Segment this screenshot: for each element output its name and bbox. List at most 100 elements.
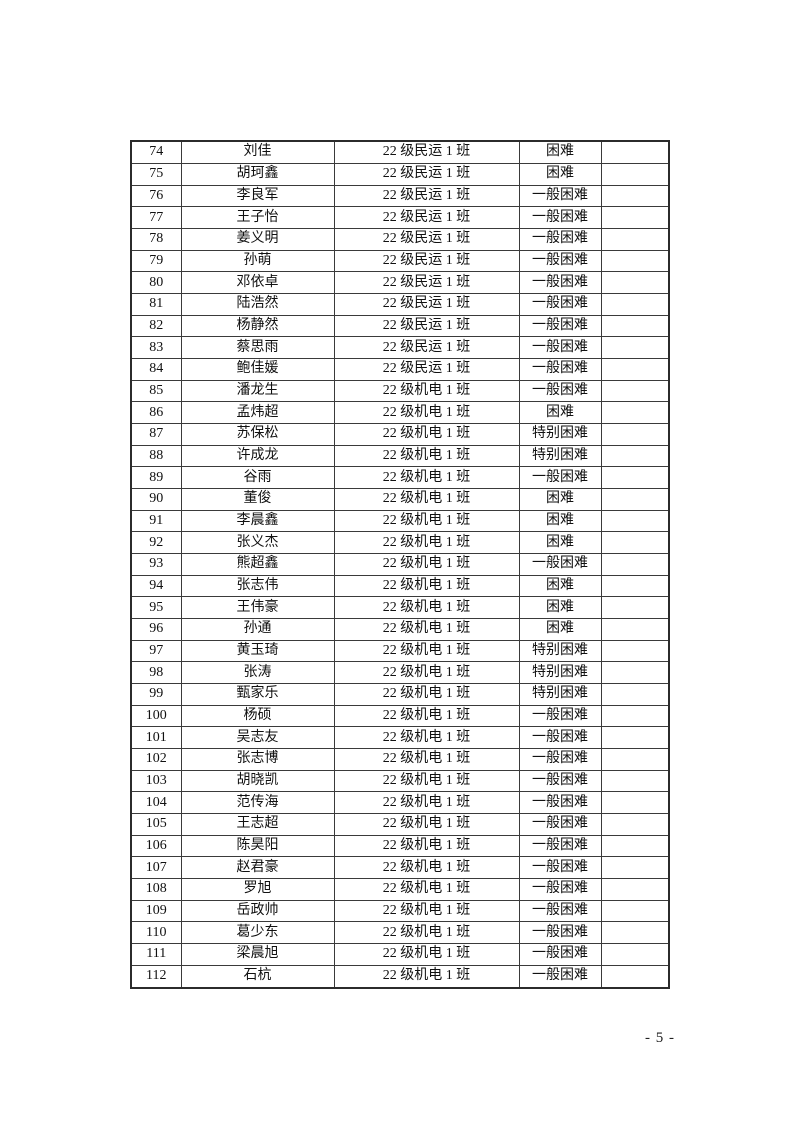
cell-row-number: 90 [130,487,182,511]
cell-student-name: 葛少东 [180,921,335,945]
table-row: 93 熊超鑫 22 级机电 1 班 一般困难 [130,552,670,576]
cell-remark-empty [600,140,670,164]
cell-class-name: 22 级机电 1 班 [333,683,520,706]
table-row: 78 姜义明 22 级民运 1 班 一般困难 [130,227,670,251]
table-row: 111 梁晨旭 22 级机电 1 班 一般困难 [130,943,670,966]
cell-class-name: 22 级机电 1 班 [333,487,520,511]
cell-student-name: 张涛 [180,661,335,685]
cell-class-name: 22 级机电 1 班 [333,618,520,641]
cell-row-number: 89 [130,466,182,489]
table-row: 79 孙萌 22 级民运 1 班 一般困难 [130,249,670,273]
cell-student-name: 杨硕 [180,704,335,728]
cell-difficulty-level: 一般困难 [518,921,602,945]
student-table-body: 74 刘佳 22 级民运 1 班 困难 75 胡珂鑫 22 级民运 1 班 困难… [130,140,670,989]
table-row: 103 胡晓凯 22 级机电 1 班 一般困难 [130,769,670,793]
cell-student-name: 张义杰 [180,531,335,554]
cell-difficulty-level: 一般困难 [518,292,602,316]
cell-student-name: 甄家乐 [180,683,335,706]
cell-remark-empty [600,574,670,598]
cell-class-name: 22 级机电 1 班 [333,466,520,489]
cell-class-name: 22 级机电 1 班 [333,726,520,750]
cell-difficulty-level: 一般困难 [518,943,602,966]
cell-student-name: 熊超鑫 [180,552,335,576]
cell-class-name: 22 级民运 1 班 [333,140,520,164]
cell-class-name: 22 级机电 1 班 [333,444,520,468]
cell-class-name: 22 级机电 1 班 [333,791,520,815]
cell-student-name: 罗旭 [180,878,335,901]
cell-remark-empty [600,964,670,989]
cell-remark-empty [600,878,670,901]
table-row: 81 陆浩然 22 级民运 1 班 一般困难 [130,292,670,316]
cell-difficulty-level: 一般困难 [518,834,602,858]
cell-class-name: 22 级机电 1 班 [333,531,520,554]
cell-student-name: 张志博 [180,748,335,771]
cell-class-name: 22 级机电 1 班 [333,639,520,663]
cell-difficulty-level: 一般困难 [518,379,602,403]
cell-row-number: 110 [130,921,182,945]
cell-difficulty-level: 困难 [518,401,602,424]
cell-difficulty-level: 困难 [518,618,602,641]
cell-difficulty-level: 一般困难 [518,184,602,208]
table-row: 98 张涛 22 级机电 1 班 特别困难 [130,661,670,685]
cell-remark-empty [600,184,670,208]
cell-remark-empty [600,813,670,836]
table-row: 104 范传海 22 级机电 1 班 一般困难 [130,791,670,815]
cell-difficulty-level: 一般困难 [518,878,602,901]
cell-row-number: 99 [130,683,182,706]
cell-row-number: 104 [130,791,182,815]
cell-row-number: 98 [130,661,182,685]
cell-class-name: 22 级民运 1 班 [333,227,520,251]
cell-difficulty-level: 困难 [518,531,602,554]
cell-student-name: 谷雨 [180,466,335,489]
cell-class-name: 22 级民运 1 班 [333,206,520,229]
cell-class-name: 22 级机电 1 班 [333,596,520,619]
cell-row-number: 112 [130,964,182,989]
cell-class-name: 22 级机电 1 班 [333,748,520,771]
cell-class-name: 22 级机电 1 班 [333,401,520,424]
cell-row-number: 91 [130,509,182,533]
cell-class-name: 22 级民运 1 班 [333,336,520,359]
cell-difficulty-level: 困难 [518,596,602,619]
cell-class-name: 22 级机电 1 班 [333,834,520,858]
page-number: - 5 - [645,1030,675,1046]
table-row: 76 李良军 22 级民运 1 班 一般困难 [130,184,670,208]
table-row: 87 苏保松 22 级机电 1 班 特别困难 [130,422,670,446]
cell-student-name: 姜义明 [180,227,335,251]
cell-student-name: 李良军 [180,184,335,208]
cell-remark-empty [600,357,670,381]
table-row: 97 黄玉琦 22 级机电 1 班 特别困难 [130,639,670,663]
cell-difficulty-level: 一般困难 [518,357,602,381]
cell-student-name: 孙萌 [180,249,335,273]
cell-difficulty-level: 一般困难 [518,206,602,229]
cell-student-name: 吴志友 [180,726,335,750]
table-row: 91 李晨鑫 22 级机电 1 班 困难 [130,509,670,533]
cell-row-number: 85 [130,379,182,403]
cell-row-number: 96 [130,618,182,641]
cell-row-number: 86 [130,401,182,424]
cell-remark-empty [600,683,670,706]
cell-class-name: 22 级机电 1 班 [333,813,520,836]
cell-remark-empty [600,401,670,424]
cell-student-name: 赵君豪 [180,856,335,880]
cell-remark-empty [600,162,670,186]
cell-remark-empty [600,487,670,511]
cell-student-name: 张志伟 [180,574,335,598]
cell-difficulty-level: 特别困难 [518,639,602,663]
cell-difficulty-level: 一般困难 [518,552,602,576]
cell-remark-empty [600,249,670,273]
cell-student-name: 梁晨旭 [180,943,335,966]
cell-remark-empty [600,856,670,880]
cell-difficulty-level: 一般困难 [518,813,602,836]
cell-class-name: 22 级民运 1 班 [333,184,520,208]
cell-class-name: 22 级民运 1 班 [333,314,520,338]
table-row: 89 谷雨 22 级机电 1 班 一般困难 [130,466,670,489]
table-row: 90 董俊 22 级机电 1 班 困难 [130,487,670,511]
cell-student-name: 陆浩然 [180,292,335,316]
cell-student-name: 王志超 [180,813,335,836]
cell-student-name: 王子怡 [180,206,335,229]
cell-difficulty-level: 一般困难 [518,314,602,338]
cell-class-name: 22 级民运 1 班 [333,249,520,273]
cell-class-name: 22 级机电 1 班 [333,379,520,403]
cell-difficulty-level: 一般困难 [518,227,602,251]
cell-row-number: 97 [130,639,182,663]
